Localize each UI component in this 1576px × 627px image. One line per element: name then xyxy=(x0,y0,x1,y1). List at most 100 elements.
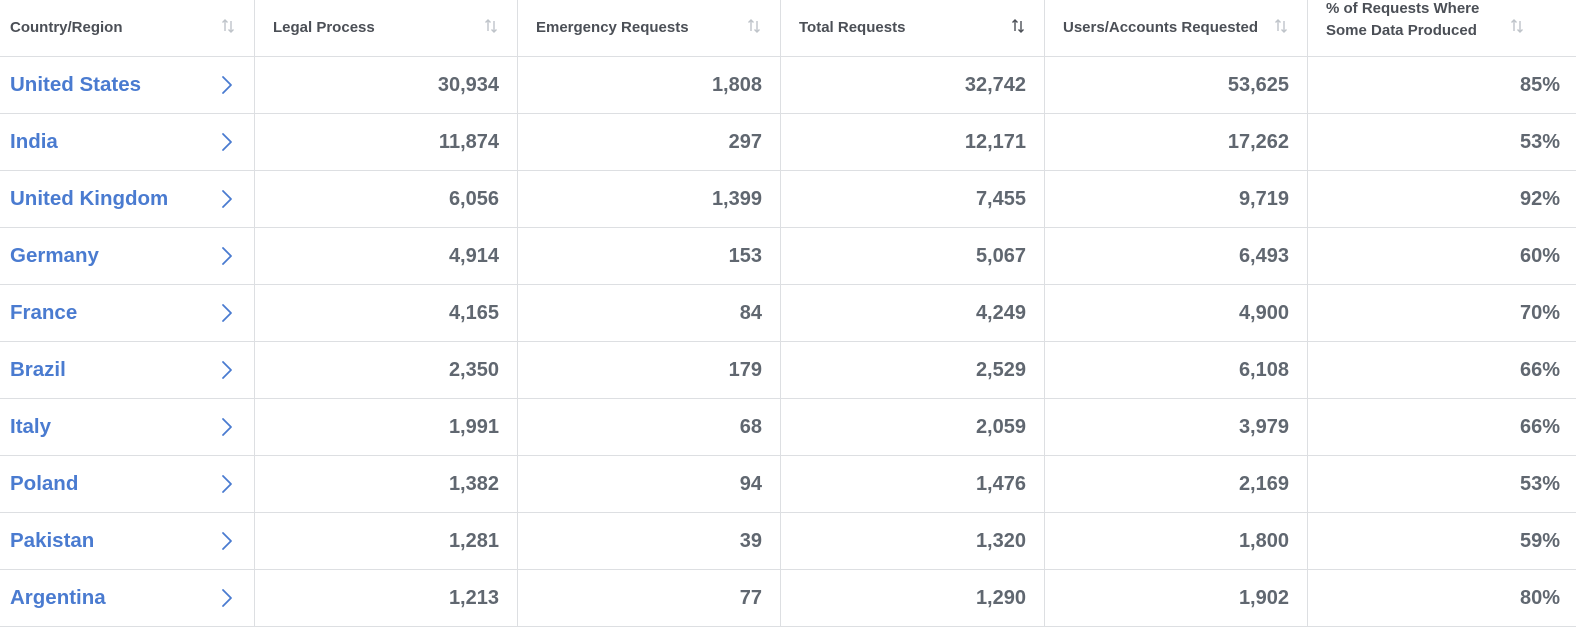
chevron-right-icon[interactable] xyxy=(220,531,234,551)
country-link[interactable]: Italy xyxy=(0,399,255,456)
table-cell-emergency-requests: 1,399 xyxy=(518,171,781,228)
country-link[interactable]: India xyxy=(0,114,255,171)
table-cell-percent-data-produced: 70% xyxy=(1308,285,1576,342)
column-header-label: Total Requests xyxy=(799,19,906,36)
column-header-label: Users/Accounts Requested xyxy=(1063,19,1259,36)
table-cell-legal-process: 2,350 xyxy=(255,342,518,399)
chevron-right-icon[interactable] xyxy=(220,360,234,380)
sort-arrows-icon[interactable] xyxy=(746,18,762,34)
country-name[interactable]: Pakistan xyxy=(10,529,95,552)
table-cell-users-accounts-requested: 3,979 xyxy=(1045,399,1308,456)
cell-value: 297 xyxy=(728,130,762,153)
chevron-right-icon[interactable] xyxy=(220,474,234,494)
cell-value: 94 xyxy=(739,472,762,495)
cell-value: 1,281 xyxy=(448,529,499,552)
column-header-percent-data-produced[interactable]: % of Requests Where Some Data Produced xyxy=(1308,0,1576,57)
chevron-right-icon[interactable] xyxy=(220,246,234,266)
cell-value: 39 xyxy=(739,529,762,552)
cell-value: 30,934 xyxy=(437,73,499,96)
table-cell-percent-data-produced: 53% xyxy=(1308,456,1576,513)
cell-value: 53,625 xyxy=(1227,73,1289,96)
country-name[interactable]: Argentina xyxy=(10,586,106,609)
table-cell-users-accounts-requested: 1,800 xyxy=(1045,513,1308,570)
cell-value: 1,399 xyxy=(711,187,762,210)
column-header-label: Emergency Requests xyxy=(536,19,689,36)
chevron-right-icon[interactable] xyxy=(220,303,234,323)
sort-arrows-icon[interactable] xyxy=(1010,18,1026,34)
chevron-right-icon[interactable] xyxy=(220,189,234,209)
cell-value: 66% xyxy=(1519,358,1560,381)
table-cell-total-requests: 32,742 xyxy=(781,57,1045,114)
country-name[interactable]: United Kingdom xyxy=(10,187,169,210)
table-cell-emergency-requests: 39 xyxy=(518,513,781,570)
country-link[interactable]: Brazil xyxy=(0,342,255,399)
cell-value: 6,108 xyxy=(1238,358,1289,381)
sort-arrows-icon[interactable] xyxy=(1273,18,1289,34)
country-name[interactable]: Brazil xyxy=(10,358,66,381)
cell-value: 4,900 xyxy=(1238,301,1289,324)
table-cell-legal-process: 4,165 xyxy=(255,285,518,342)
sort-arrows-icon[interactable] xyxy=(1509,18,1525,34)
cell-value: 85% xyxy=(1519,73,1560,96)
table-cell-total-requests: 5,067 xyxy=(781,228,1045,285)
table-cell-total-requests: 2,529 xyxy=(781,342,1045,399)
country-name[interactable]: France xyxy=(10,301,78,324)
cell-value: 9,719 xyxy=(1238,187,1289,210)
cell-value: 6,056 xyxy=(448,187,499,210)
country-name[interactable]: India xyxy=(10,130,58,153)
chevron-right-icon[interactable] xyxy=(220,417,234,437)
table-cell-percent-data-produced: 59% xyxy=(1308,513,1576,570)
table-cell-users-accounts-requested: 6,493 xyxy=(1045,228,1308,285)
table-cell-total-requests: 1,476 xyxy=(781,456,1045,513)
table-cell-percent-data-produced: 85% xyxy=(1308,57,1576,114)
column-header-users-accounts-requested[interactable]: Users/Accounts Requested xyxy=(1045,0,1308,57)
cell-value: 77 xyxy=(739,586,762,609)
column-header-country-region[interactable]: Country/Region xyxy=(0,0,255,57)
cell-value: 84 xyxy=(739,301,762,324)
sort-arrows-icon[interactable] xyxy=(483,18,499,34)
column-header-total-requests[interactable]: Total Requests xyxy=(781,0,1045,57)
cell-value: 4,249 xyxy=(975,301,1026,324)
chevron-right-icon[interactable] xyxy=(220,132,234,152)
table-cell-users-accounts-requested: 17,262 xyxy=(1045,114,1308,171)
cell-value: 80% xyxy=(1519,586,1560,609)
country-name[interactable]: Germany xyxy=(10,244,99,267)
country-name[interactable]: United States xyxy=(10,73,141,96)
table-cell-emergency-requests: 297 xyxy=(518,114,781,171)
table-cell-users-accounts-requested: 9,719 xyxy=(1045,171,1308,228)
country-link[interactable]: Pakistan xyxy=(0,513,255,570)
cell-value: 2,169 xyxy=(1238,472,1289,495)
country-name[interactable]: Poland xyxy=(10,472,79,495)
column-header-legal-process[interactable]: Legal Process xyxy=(255,0,518,57)
table-cell-legal-process: 4,914 xyxy=(255,228,518,285)
table-cell-percent-data-produced: 66% xyxy=(1308,342,1576,399)
country-name[interactable]: Italy xyxy=(10,415,52,438)
column-header-label: Legal Process xyxy=(273,19,375,36)
table-cell-users-accounts-requested: 6,108 xyxy=(1045,342,1308,399)
table-cell-total-requests: 4,249 xyxy=(781,285,1045,342)
cell-value: 5,067 xyxy=(975,244,1026,267)
cell-value: 11,874 xyxy=(438,130,499,153)
cell-value: 6,493 xyxy=(1238,244,1289,267)
country-link[interactable]: Poland xyxy=(0,456,255,513)
country-link[interactable]: Argentina xyxy=(0,570,255,627)
table-cell-emergency-requests: 179 xyxy=(518,342,781,399)
cell-value: 92% xyxy=(1519,187,1560,210)
country-link[interactable]: United Kingdom xyxy=(0,171,255,228)
country-link[interactable]: United States xyxy=(0,57,255,114)
table-cell-emergency-requests: 68 xyxy=(518,399,781,456)
sort-arrows-icon[interactable] xyxy=(220,18,236,34)
chevron-right-icon[interactable] xyxy=(220,588,234,608)
table-cell-legal-process: 1,281 xyxy=(255,513,518,570)
chevron-right-icon[interactable] xyxy=(220,75,234,95)
table-cell-total-requests: 1,290 xyxy=(781,570,1045,627)
cell-value: 12,171 xyxy=(964,130,1026,153)
country-link[interactable]: France xyxy=(0,285,255,342)
column-header-emergency-requests[interactable]: Emergency Requests xyxy=(518,0,781,57)
country-link[interactable]: Germany xyxy=(0,228,255,285)
cell-value: 70% xyxy=(1519,301,1560,324)
table-cell-users-accounts-requested: 53,625 xyxy=(1045,57,1308,114)
cell-value: 32,742 xyxy=(964,73,1026,96)
table-cell-emergency-requests: 1,808 xyxy=(518,57,781,114)
